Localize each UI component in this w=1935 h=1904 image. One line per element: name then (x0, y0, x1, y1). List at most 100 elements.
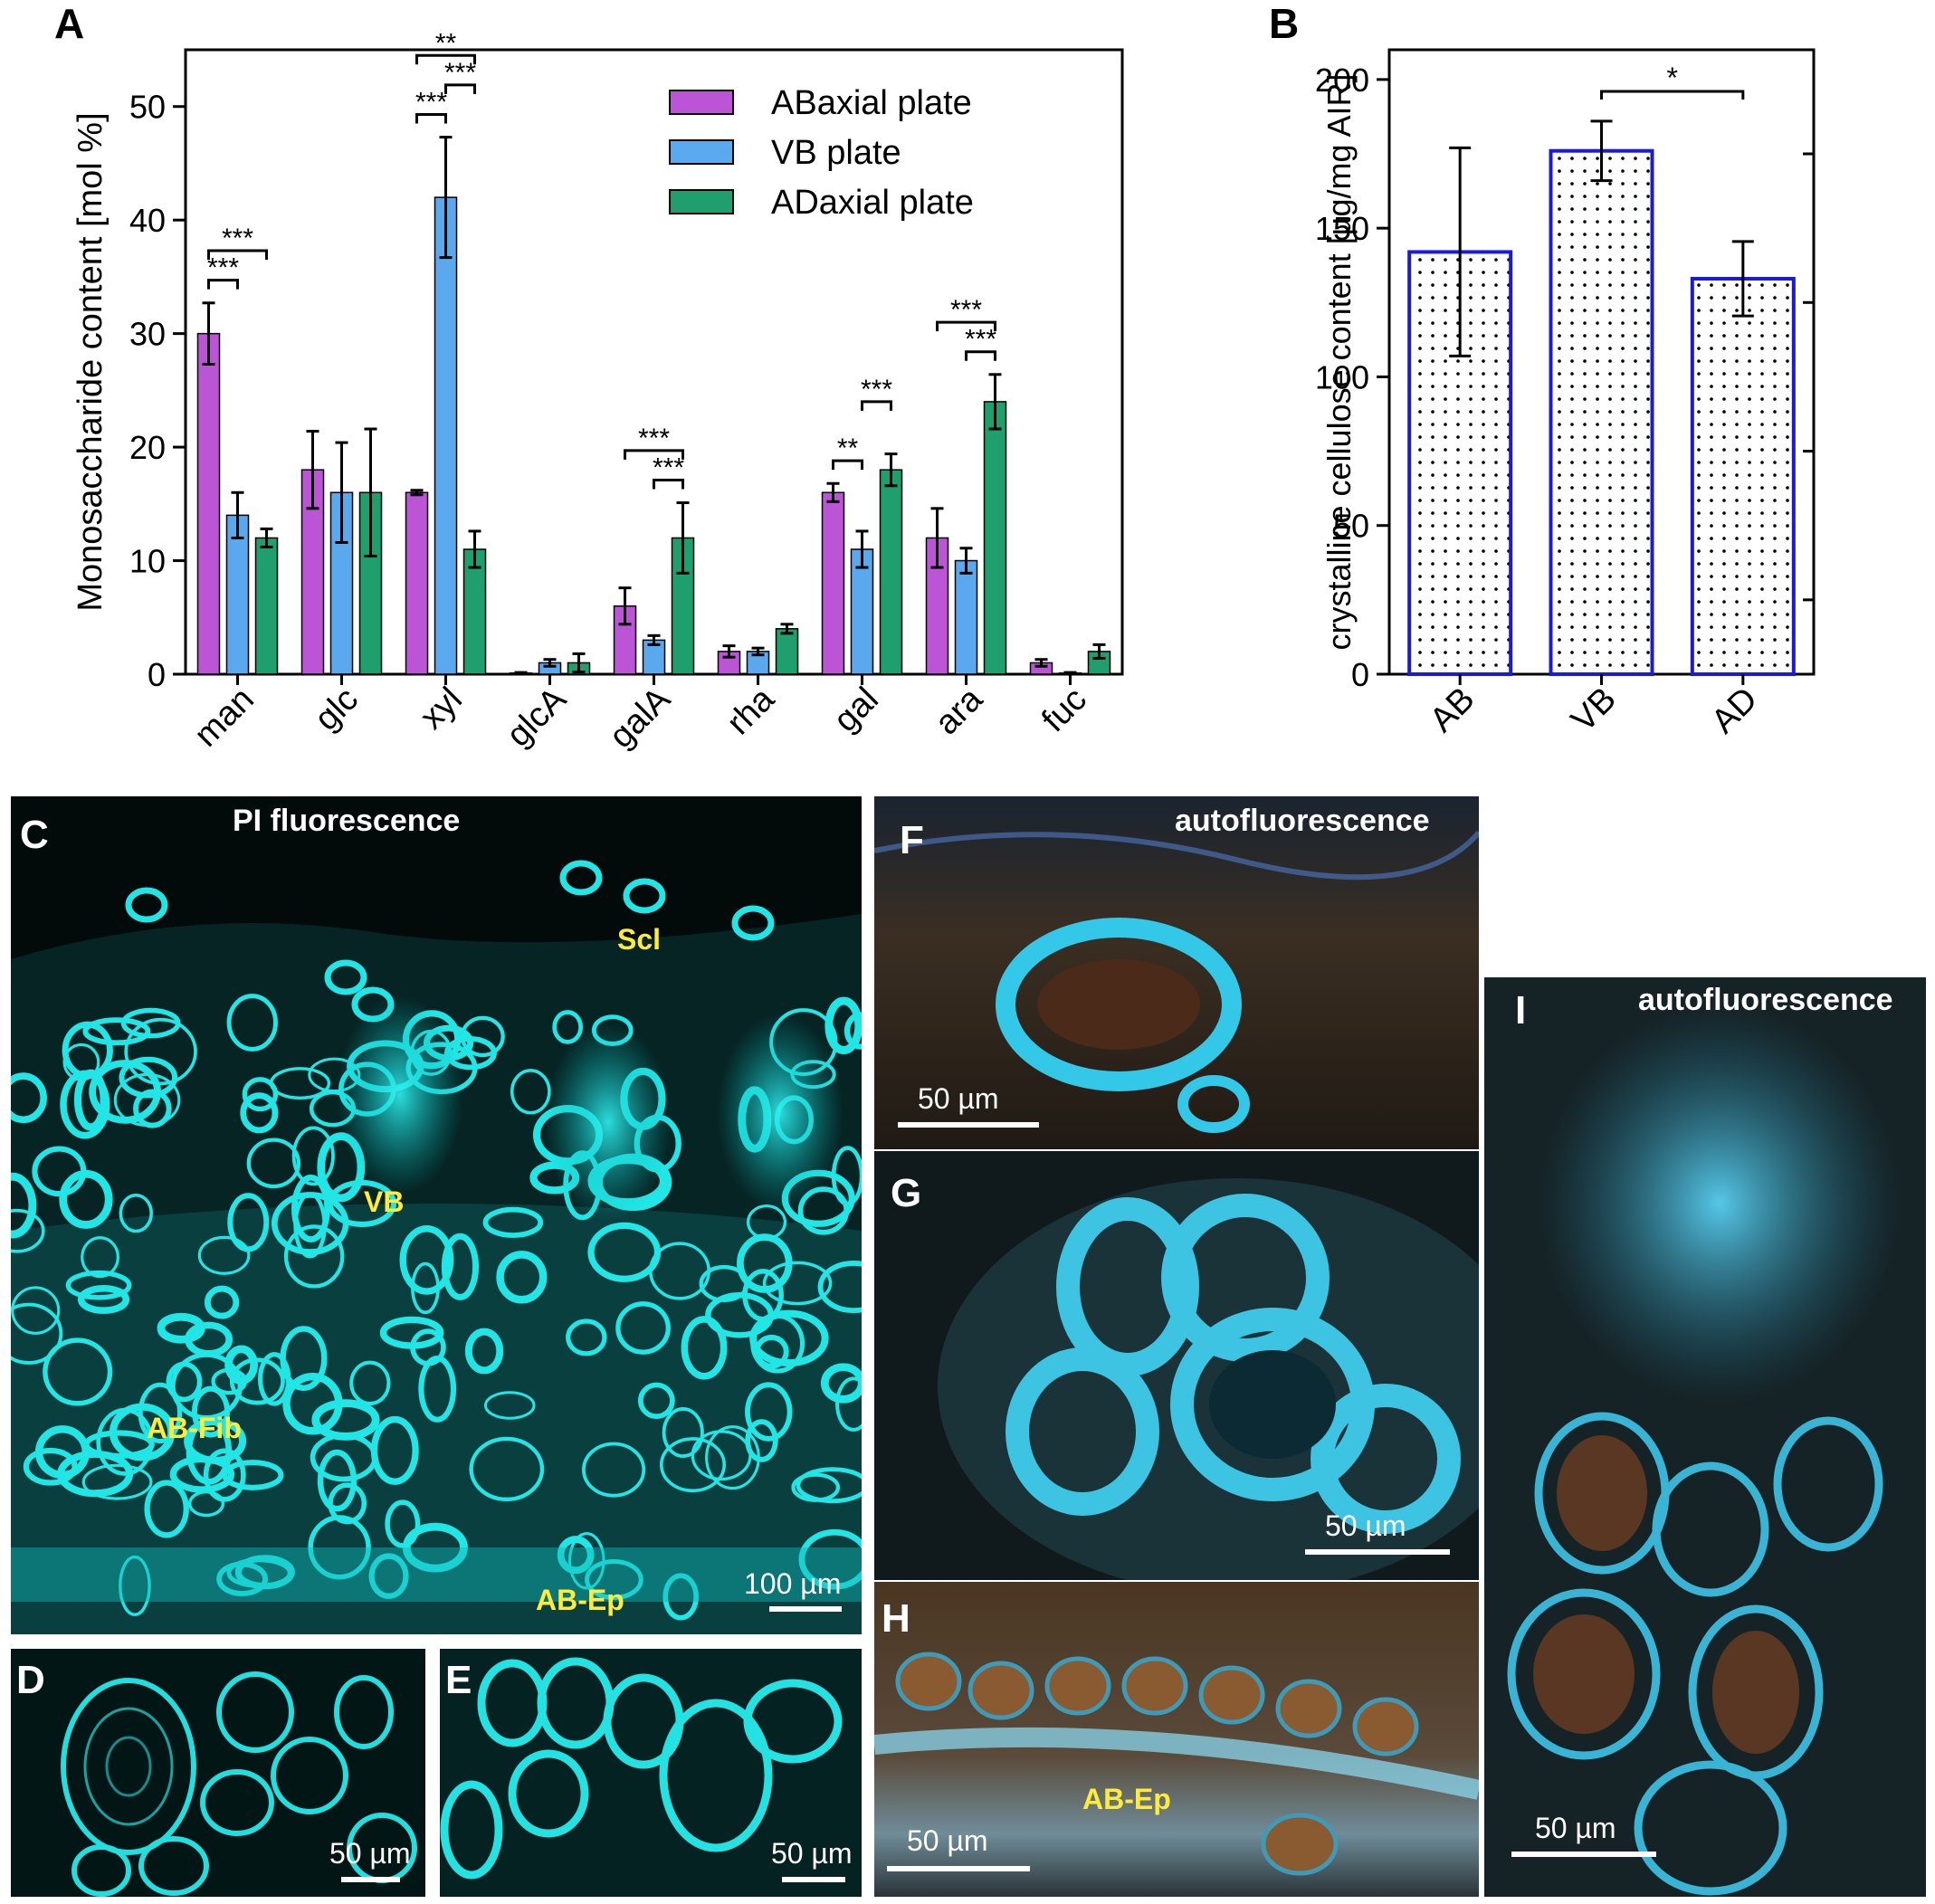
cell-outline (317, 1449, 357, 1512)
significance-bracket-a (207, 279, 239, 290)
cell-outline (32, 1146, 87, 1197)
cell-outline (754, 1334, 789, 1369)
sclerenchyma-cell (731, 905, 775, 941)
sclerenchyma-cell (125, 887, 168, 923)
cell-outline (81, 1236, 119, 1279)
cell-outline (745, 1382, 793, 1442)
micrograph-g: G 50 µm (874, 1151, 1479, 1580)
cell-outline (96, 1407, 154, 1476)
cell-outline (211, 1367, 248, 1395)
bar-b (1549, 148, 1654, 676)
cell-outline (81, 1463, 153, 1500)
cell-outline (662, 1407, 704, 1458)
micrograph-i-image (1484, 977, 1926, 1897)
cell-outline (831, 1146, 862, 1206)
significance-bracket-a (832, 459, 863, 471)
y-tick-label-a: 40 (129, 202, 166, 239)
label-h-ab-ep: AB-Ep (1082, 1783, 1171, 1815)
legend-label-a: VB plate (771, 134, 901, 172)
cell-outline (460, 1015, 505, 1058)
cell-outline (65, 1270, 132, 1300)
micrograph-i: I autofluorescence 50 µm (1484, 977, 1926, 1897)
significance-bracket-b (1600, 90, 1745, 100)
micrograph-h: H AB-Ep 50 µm (874, 1582, 1479, 1897)
significance-label-a: *** (415, 88, 447, 118)
cell-outline (587, 1222, 662, 1282)
cell-outline (385, 1499, 421, 1548)
cell-outline (310, 1433, 378, 1482)
significance-bracket-a (861, 400, 892, 411)
cell-outline (464, 1328, 504, 1375)
cell-outline (144, 1480, 189, 1538)
cell-outline (124, 1017, 197, 1086)
legend-label-a: ABaxial plate (771, 84, 972, 122)
panel-label-h: H (882, 1596, 910, 1641)
significance-label-a: ** (435, 28, 457, 58)
cell-outline (662, 1573, 699, 1621)
x-tick-label-b: AD (1704, 681, 1765, 741)
cell-outline (166, 1361, 203, 1403)
cell-outline (280, 1326, 328, 1392)
x-tick-label-a: gal (826, 681, 886, 740)
cell-outline (73, 1069, 108, 1131)
significance-bracket-a (624, 449, 684, 460)
significance-label-a: *** (861, 375, 892, 405)
cell-outline (798, 1528, 862, 1590)
scale-bar-g (1305, 1549, 1450, 1555)
micrograph-d: D 50 µm (11, 1649, 425, 1897)
bar-a (954, 559, 978, 675)
y-tick-label-b: 200 (1315, 62, 1369, 99)
significance-label-a: *** (444, 58, 476, 88)
cell-outline (224, 1345, 259, 1385)
panel-label-d: D (16, 1658, 45, 1702)
significance-label-a: *** (638, 424, 670, 453)
significance-bracket-a (936, 320, 996, 332)
cell-outline (681, 1316, 728, 1380)
micrograph-f: F autofluorescence 50 µm (874, 796, 1479, 1149)
panel-label-c: C (20, 813, 49, 857)
bar-a (434, 196, 458, 675)
significance-label-a: *** (222, 224, 253, 253)
cell-outline (291, 1174, 331, 1242)
y-tick-label-b: 0 (1351, 656, 1369, 693)
significance-bracket-a (653, 478, 684, 490)
significance-bracket-a (415, 53, 476, 65)
cell-outline (762, 1261, 833, 1306)
cell-outline (637, 1382, 675, 1420)
cell-outline (23, 1447, 78, 1486)
cell-outline (496, 1251, 548, 1304)
significance-label-a: *** (653, 452, 684, 482)
y-tick-label-a: 30 (129, 316, 166, 353)
cell-outline (567, 1532, 605, 1590)
cell-outline (11, 1172, 37, 1239)
bar-a (746, 651, 770, 675)
x-tick-label-b: AB (1423, 681, 1482, 740)
cell-outline (184, 1417, 247, 1464)
y-tick-label-b: 150 (1315, 210, 1369, 247)
y-tick-label-a: 50 (129, 89, 166, 126)
significance-label-a: *** (965, 325, 996, 355)
cell-outline (216, 1561, 268, 1596)
significance-label-a: *** (207, 253, 239, 283)
sclerenchyma-cell (324, 959, 367, 995)
micrograph-e-image (440, 1649, 862, 1897)
cell-outline (246, 1138, 301, 1189)
cell-outline (170, 1352, 243, 1421)
panel-label-e: E (445, 1658, 472, 1702)
plot-frame-a (184, 48, 1124, 676)
bar-a (850, 548, 874, 675)
x-tick-label-a: xyl (413, 681, 470, 738)
y-tick-label-a: 10 (129, 543, 166, 580)
scale-bar-e (782, 1877, 845, 1882)
x-tick-label-a: fuc (1034, 681, 1094, 740)
scale-text-i: 50 µm (1535, 1812, 1616, 1844)
cell-outline (482, 1206, 544, 1238)
cell-outline (566, 1319, 607, 1357)
cell-outline (750, 1313, 805, 1374)
scale-bar-i (1511, 1852, 1656, 1857)
cell-outline (89, 1060, 161, 1124)
cell-outline (229, 1357, 285, 1405)
y-axis-label-a: Monosaccharide content [mol %] (71, 112, 110, 611)
cell-outline (282, 1372, 343, 1435)
y-tick-label-a: 20 (129, 429, 166, 466)
